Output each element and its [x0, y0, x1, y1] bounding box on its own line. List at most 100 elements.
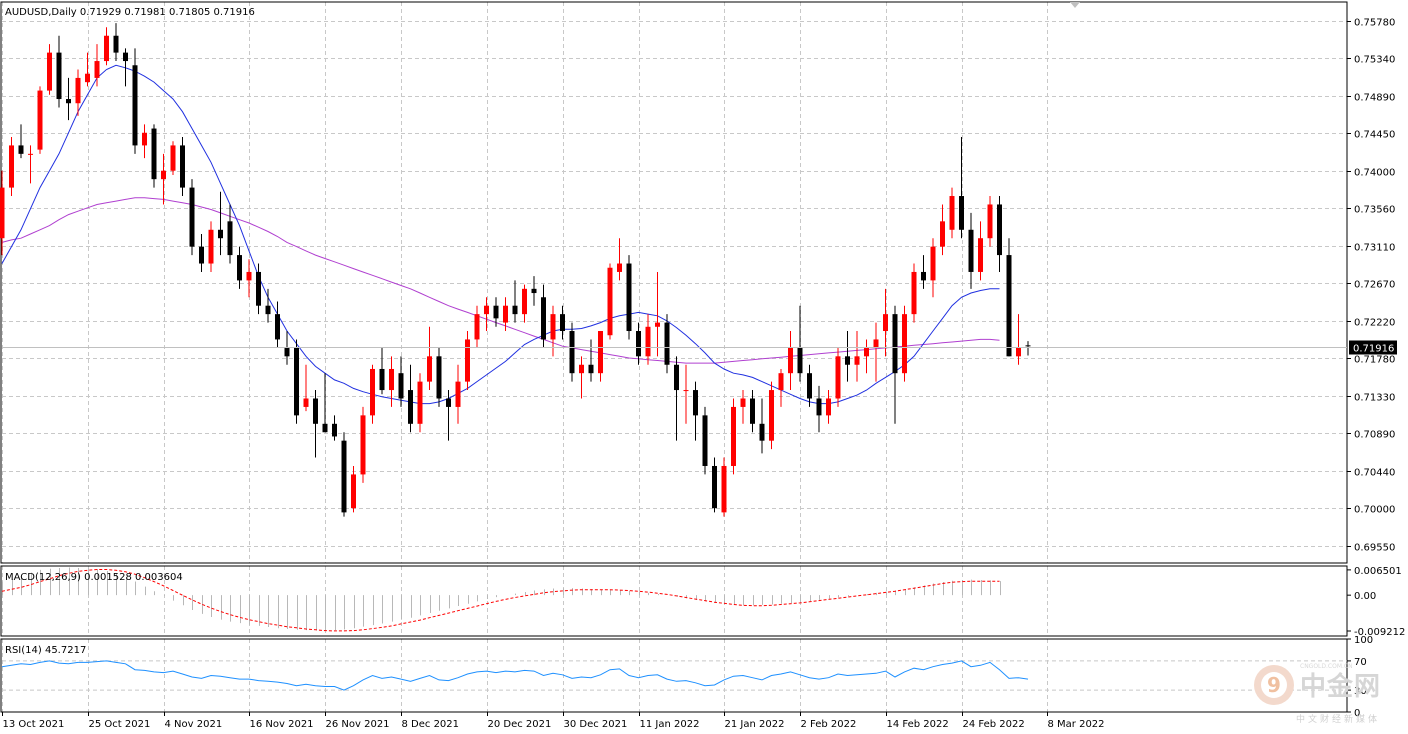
candle-body	[417, 381, 423, 424]
candle-body	[541, 297, 546, 340]
price-tick-label: 0.72670	[1354, 280, 1395, 291]
candle-body	[275, 314, 280, 340]
date-tick-label: 2 Feb 2022	[801, 719, 857, 730]
candle-body	[873, 339, 879, 348]
candle-body	[987, 204, 993, 239]
candle-body	[721, 465, 727, 513]
candle-body	[132, 65, 138, 146]
candle-body	[218, 229, 223, 239]
rsi-panel-frame	[0, 638, 1348, 713]
candle-body	[797, 347, 803, 374]
candle-body	[284, 347, 290, 357]
candle-body	[655, 322, 660, 327]
candle-body	[199, 246, 204, 264]
candle-body	[446, 398, 451, 407]
candle-body	[104, 35, 109, 62]
candle-body	[398, 373, 404, 399]
macd-panel: 0.006501 0.00 -0.009212	[1, 566, 1405, 638]
candle-body	[522, 288, 527, 315]
price-tick-label: 0.74890	[1354, 93, 1395, 104]
candle-body	[892, 314, 898, 374]
price-tick-label: 0.70890	[1354, 430, 1395, 441]
candle-body	[826, 398, 831, 416]
candle-body	[712, 465, 717, 509]
candle-body	[997, 204, 1002, 256]
candlestick-series	[0, 23, 1031, 517]
ma-fast-line	[1, 64, 1000, 405]
main-panel-frame	[0, 1, 1348, 564]
candle-body	[626, 263, 632, 332]
candle-body	[256, 271, 261, 306]
date-tick-label: 8 Mar 2022	[1048, 719, 1105, 730]
candle-body	[151, 128, 157, 180]
candle-body	[921, 271, 926, 281]
rsi-panel: 100 70 30 0	[1, 635, 1373, 719]
date-tick-label: 30 Dec 2021	[564, 719, 628, 730]
candle-body	[949, 196, 955, 230]
candle-body	[503, 305, 508, 323]
candle-body	[208, 229, 214, 264]
watermark-logo-icon: 9	[1254, 665, 1294, 705]
panel-labels: AUDUSD,Daily 0.71929 0.71981 0.71805 0.7…	[5, 2, 1080, 656]
macd-label: MACD(12,26,9) 0.001528 0.003604	[5, 572, 183, 583]
rsi-tick-label: 100	[1354, 635, 1373, 646]
candle-body	[854, 356, 860, 365]
candle-body	[617, 263, 622, 272]
candle-body	[940, 221, 945, 247]
macd-signal-line	[1, 569, 1000, 632]
candle-body	[769, 390, 774, 441]
date-tick-label: 26 Nov 2021	[326, 719, 390, 730]
date-tick-label: 14 Feb 2022	[887, 719, 949, 730]
price-tick-label: 0.73110	[1354, 243, 1395, 254]
macd-tick-label: 0.00	[1354, 591, 1376, 602]
price-tick-label: 0.71330	[1354, 393, 1395, 404]
candle-body	[85, 73, 90, 83]
candle-body	[759, 423, 765, 441]
candle-body	[702, 415, 708, 466]
candle-body	[341, 440, 347, 513]
candle-body	[161, 170, 166, 180]
rsi-label: RSI(14) 45.7217	[5, 645, 86, 656]
candle-body	[28, 153, 33, 155]
ma-slow-line	[1, 197, 1000, 364]
watermark-url: CNGOLD.COM.CN	[1300, 663, 1353, 670]
candle-body	[265, 305, 271, 315]
candle-body	[379, 368, 385, 391]
candle-body	[569, 331, 575, 374]
candle-body	[113, 35, 119, 53]
watermark-brand: 中金网	[1300, 672, 1382, 702]
candle-body	[664, 322, 670, 365]
candle-body	[66, 99, 71, 104]
candle-body	[313, 398, 318, 424]
watermark-subtitle: 中文财经新媒体	[1296, 715, 1381, 725]
candle-body	[750, 398, 755, 424]
candle-body	[693, 390, 698, 416]
macd-panel-frame	[0, 565, 1348, 637]
candle-body	[322, 423, 328, 433]
candle-body	[294, 347, 299, 416]
price-tick-label: 0.74000	[1354, 168, 1395, 179]
rsi-tick-label: 30	[1354, 686, 1367, 697]
rsi-tick-label: 0	[1354, 708, 1360, 719]
candle-body	[579, 364, 584, 374]
candle-body	[56, 52, 62, 100]
candle-body	[189, 187, 195, 247]
macd-tick-label: 0.006501	[1354, 566, 1402, 577]
price-tick-label: 0.70000	[1354, 505, 1395, 516]
chart-title: AUDUSD,Daily 0.71929 0.71981 0.71805 0.7…	[5, 7, 255, 18]
candle-body	[246, 271, 252, 281]
candle-body	[835, 356, 841, 399]
candle-body	[883, 314, 888, 332]
candle-body	[807, 373, 812, 399]
price-tick-label: 0.69550	[1354, 543, 1395, 554]
candle-body	[123, 52, 128, 62]
candle-body	[683, 390, 689, 392]
date-tick-label: 11 Jan 2022	[640, 719, 700, 730]
candle-body	[1016, 347, 1021, 357]
candle-body	[303, 398, 309, 407]
candle-body	[484, 305, 489, 315]
candle-body	[512, 305, 518, 315]
candle-body	[370, 368, 375, 416]
candle-body	[142, 132, 147, 146]
